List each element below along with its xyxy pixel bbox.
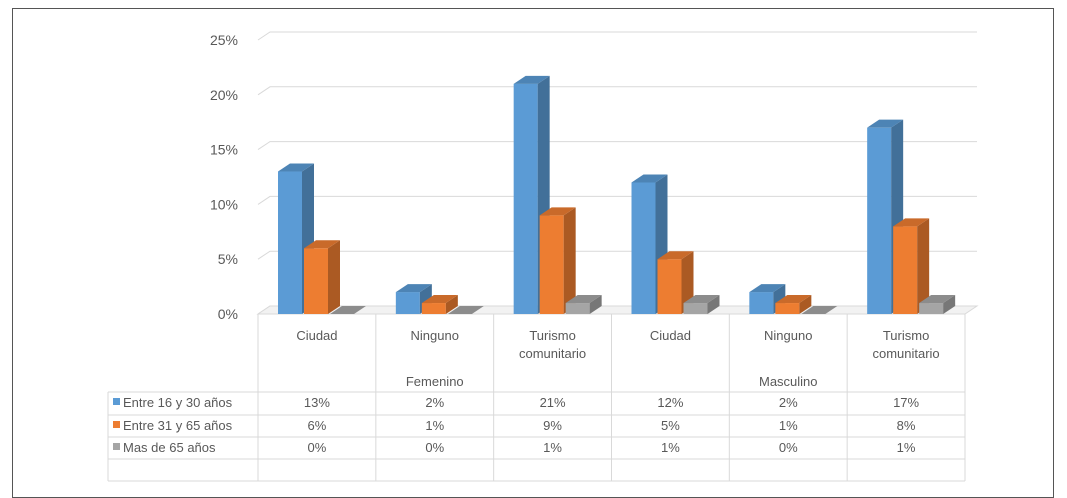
gridline <box>257 250 977 260</box>
gridline <box>257 31 977 41</box>
bar <box>919 303 944 314</box>
legend-swatch <box>113 421 120 428</box>
bar <box>867 127 892 315</box>
bar <box>539 215 564 314</box>
bar-top <box>278 163 314 172</box>
bar-top <box>893 218 930 227</box>
data-label: 1% <box>425 418 444 433</box>
bar <box>683 303 708 314</box>
bar-top <box>304 240 340 249</box>
bar-chart: 0% 5% 10% 15% 20% 25% Ciudad Ninguno Turismo comu… <box>107 31 979 482</box>
y-tick-label: 25% <box>210 32 238 48</box>
category-label: Ninguno <box>764 328 812 343</box>
data-label: 12% <box>657 395 683 410</box>
bar-side <box>943 295 956 314</box>
y-tick-label: 0% <box>218 306 238 322</box>
bar-top <box>421 295 458 304</box>
y-tick-label: 20% <box>210 87 238 103</box>
data-label: 1% <box>543 440 562 455</box>
bar <box>775 303 800 314</box>
bar-top <box>513 75 550 84</box>
bar-top <box>775 295 812 304</box>
bar-side <box>799 295 812 314</box>
category-label: comunitario <box>519 346 586 361</box>
legend-swatch <box>113 443 120 450</box>
data-label: 0% <box>308 440 327 455</box>
data-label: 8% <box>897 418 916 433</box>
data-label: 21% <box>540 395 566 410</box>
bar <box>304 248 328 314</box>
bar <box>278 171 302 314</box>
data-label: 0% <box>425 440 444 455</box>
category-label: Ciudad <box>650 328 691 343</box>
data-label: 1% <box>661 440 680 455</box>
bar <box>421 303 446 314</box>
legend-label: Entre 16 y 30 años <box>123 395 233 410</box>
bar-top <box>565 295 602 304</box>
bar-side <box>589 295 602 314</box>
bar-top <box>539 207 576 216</box>
bar-top <box>330 306 366 314</box>
category-label: comunitario <box>872 346 939 361</box>
bar-side <box>328 240 340 314</box>
category-label: Ninguno <box>411 328 459 343</box>
bar <box>513 83 538 314</box>
y-tick-label: 10% <box>210 196 238 212</box>
bar <box>631 182 656 314</box>
data-label: 1% <box>779 418 798 433</box>
bar-side <box>707 295 720 314</box>
bar <box>749 292 774 314</box>
bar-top <box>657 251 694 260</box>
bar <box>893 226 918 314</box>
data-label: 9% <box>543 418 562 433</box>
gridline <box>257 141 977 151</box>
bar-side <box>917 218 930 314</box>
data-label: 0% <box>779 440 798 455</box>
category-label: Turismo <box>529 328 575 343</box>
legend-label: Mas de 65 años <box>123 440 216 455</box>
bar-top <box>801 306 838 314</box>
bar-top <box>395 284 432 293</box>
bar <box>565 303 590 314</box>
group-label: Femenino <box>406 374 464 389</box>
category-label: Ciudad <box>296 328 337 343</box>
data-label: 6% <box>308 418 327 433</box>
bar-top <box>867 119 904 128</box>
gridline <box>257 86 977 96</box>
bar-side <box>681 251 694 314</box>
data-label: 17% <box>893 395 919 410</box>
legend-swatch <box>113 398 120 405</box>
data-label: 5% <box>661 418 680 433</box>
data-label: 1% <box>897 440 916 455</box>
bar-side <box>563 207 576 314</box>
data-label: 2% <box>425 395 444 410</box>
bar-top <box>683 295 720 304</box>
data-label: 13% <box>304 395 330 410</box>
y-tick-label: 15% <box>210 142 238 158</box>
legend-label: Entre 31 y 65 años <box>123 418 233 433</box>
y-tick-label: 5% <box>218 251 238 267</box>
group-label: Masculino <box>759 374 818 389</box>
bar <box>657 259 682 314</box>
gridline <box>257 195 977 205</box>
data-label: 2% <box>779 395 798 410</box>
bar-side <box>445 295 458 314</box>
bar-top <box>631 174 668 183</box>
bar-top <box>919 295 956 304</box>
bar <box>395 292 420 314</box>
bar-top <box>447 306 484 314</box>
bar-top <box>749 284 786 293</box>
category-label: Turismo <box>883 328 929 343</box>
